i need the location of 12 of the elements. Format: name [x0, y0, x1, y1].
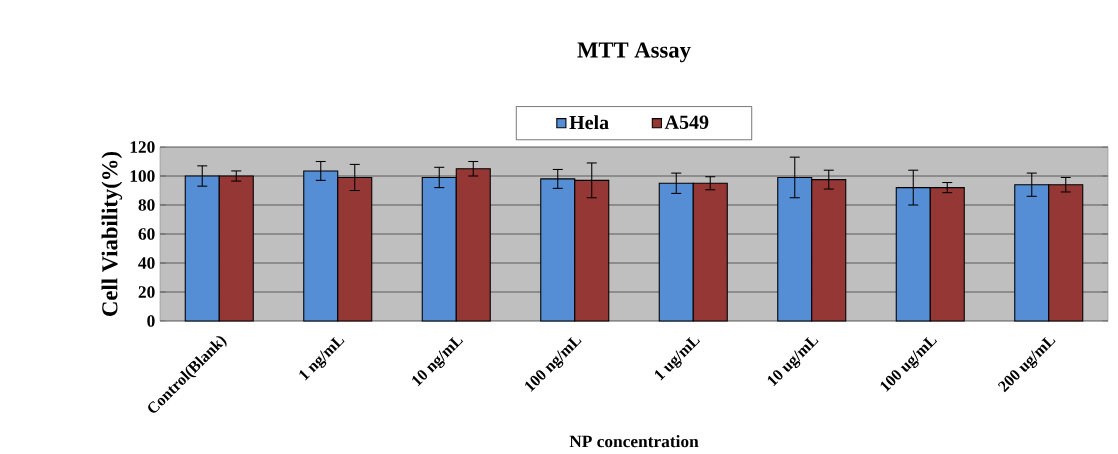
y-tick-label: 120 — [130, 141, 155, 153]
y-tick-label: 100 — [130, 170, 155, 182]
legend-label: Hela — [569, 115, 609, 130]
chart-title: MTT Assay — [577, 42, 691, 63]
y-tick-label: 40 — [138, 257, 155, 269]
y-axis-title: Cell Viability(%) — [101, 151, 123, 316]
y-tick-label: 20 — [138, 286, 155, 298]
legend-label: A549 — [664, 115, 709, 129]
y-tick-label: 60 — [138, 228, 155, 240]
y-tick-label: 80 — [138, 199, 155, 211]
x-axis-title: NP concentration — [569, 435, 699, 448]
y-tick-label: 0 — [147, 315, 155, 327]
